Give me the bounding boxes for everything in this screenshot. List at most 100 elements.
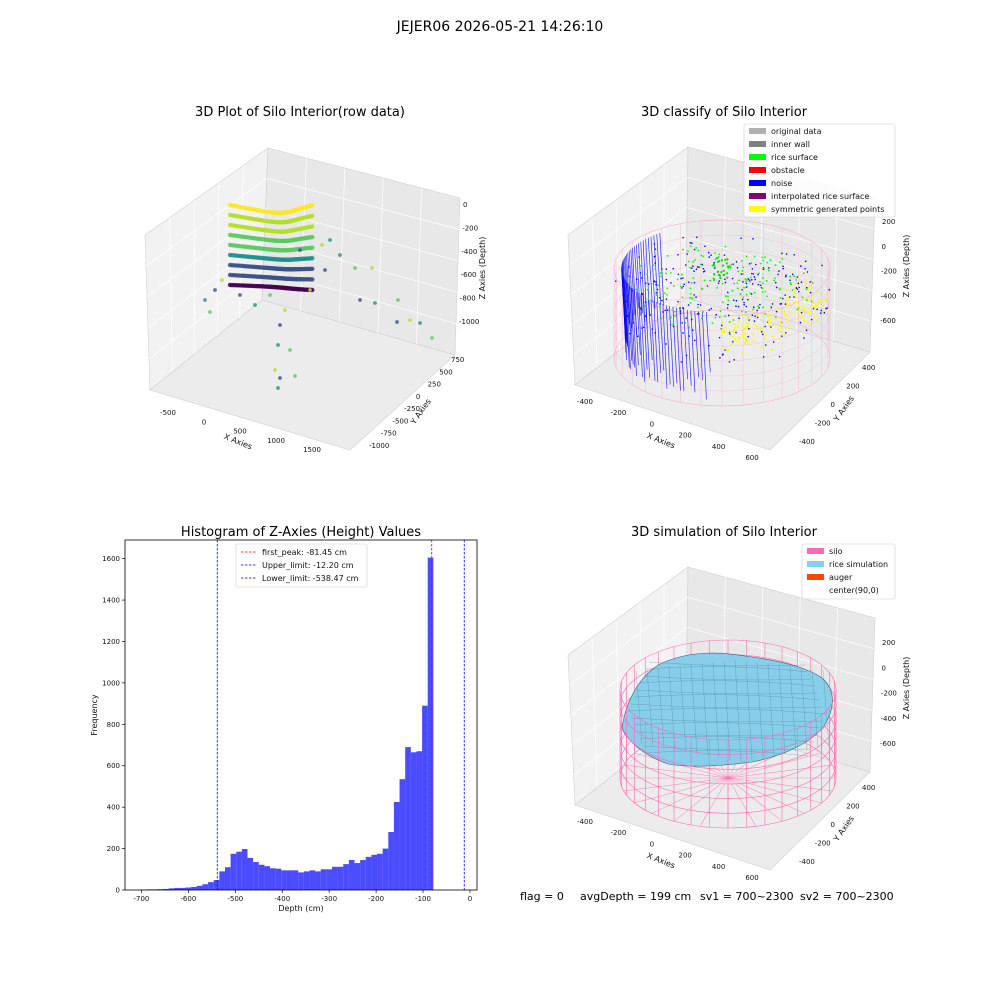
noise-point <box>702 267 705 270</box>
noise-point <box>726 307 729 309</box>
noise-point <box>683 283 685 286</box>
rice-surface-point <box>762 259 765 262</box>
simulation-legend-entries: silo rice simulation auger center(90,0) <box>807 547 888 595</box>
histogram-x-ticks: -700 -600 -500 -400 -300 -200 -100 0 <box>133 890 472 903</box>
raw-point <box>310 203 315 208</box>
rice-surface-point <box>753 291 756 294</box>
gridline <box>591 637 598 788</box>
symmetric-point <box>727 349 731 352</box>
rice-surface-point <box>749 292 752 295</box>
histogram-y-tick-label: 1600 <box>102 555 120 563</box>
rice-surface-point <box>691 297 693 300</box>
histogram-y-tick-label: 1000 <box>102 679 120 687</box>
noise-streak <box>690 310 696 393</box>
histogram-bar <box>303 871 310 890</box>
rice-surface-point <box>718 316 721 318</box>
raw-y-tick-label: 750 <box>451 356 464 364</box>
simulation-z-label: Z Axies (Depth) <box>902 657 911 720</box>
simulation-x-tick-label: 0 <box>650 840 654 848</box>
rice-surface-point <box>712 263 716 267</box>
rice-surface-point <box>716 286 719 289</box>
rice-surface-point <box>740 310 743 313</box>
gridline <box>146 208 266 298</box>
gridline <box>239 165 244 319</box>
silo-floor-spoke <box>727 777 783 822</box>
legend-swatch <box>749 206 766 212</box>
rice-surface-point <box>646 273 648 276</box>
classify-x-tick-label: 0 <box>650 420 654 428</box>
simulation-y-tick-label: -200 <box>815 840 831 848</box>
raw-point <box>276 343 280 347</box>
rice-surface-point <box>663 292 666 295</box>
symmetric-point <box>730 342 733 345</box>
histogram-y-tick-label: 0 <box>116 887 120 895</box>
silo-floor-spoke <box>727 752 822 779</box>
raw-point <box>310 256 315 261</box>
rice-mesh-line <box>811 668 819 749</box>
legend-swatch <box>749 154 766 160</box>
noise-streak <box>624 280 630 368</box>
noise-point <box>697 303 699 306</box>
symmetric-point <box>822 308 825 311</box>
rice-surface-point <box>659 272 662 274</box>
noise-point <box>681 322 683 324</box>
symmetric-point <box>772 317 776 321</box>
noise-point <box>641 293 644 296</box>
histogram-bar <box>286 870 293 890</box>
rice-surface-point <box>779 297 782 299</box>
symmetric-point <box>794 283 798 286</box>
noise-streak <box>638 243 643 314</box>
rice-mesh-line <box>642 745 812 751</box>
symmetric-point <box>755 325 758 328</box>
noise-point <box>800 281 803 284</box>
noise-streak <box>694 310 700 378</box>
legend-swatch <box>749 193 766 199</box>
noise-streak <box>628 250 634 324</box>
noise-point <box>695 268 698 271</box>
noise-point <box>672 267 675 270</box>
raw-point <box>396 298 400 302</box>
rice-surface-point <box>781 258 784 260</box>
rice-surface-point <box>697 306 699 309</box>
noise-point <box>632 322 635 324</box>
noise-point <box>638 256 640 258</box>
rice-surface-point <box>795 278 798 281</box>
noise-point <box>629 332 631 335</box>
legend-swatch <box>749 167 766 173</box>
simulation-x-tick-label: -200 <box>610 829 626 837</box>
rice-mesh-line <box>646 669 654 747</box>
histogram-bar <box>399 779 406 890</box>
noise-point <box>672 325 675 328</box>
symmetric-point <box>785 314 788 318</box>
noise-point <box>804 260 807 263</box>
noise-point <box>654 248 657 250</box>
rice-surface-point <box>748 280 751 283</box>
noise-point <box>759 284 762 287</box>
noise-streak <box>642 240 648 329</box>
raw-z-tick-label: -400 <box>461 248 477 256</box>
noise-point <box>639 307 642 309</box>
legend-label: silo <box>829 547 843 556</box>
raw-point <box>328 238 332 242</box>
noise-point <box>724 278 726 280</box>
noise-point <box>665 298 668 300</box>
classify-x-tick-label: 400 <box>712 443 725 451</box>
raw-point <box>395 320 399 324</box>
noise-point <box>800 265 802 267</box>
noise-point <box>757 273 759 276</box>
rice-surface-point <box>689 266 692 269</box>
rice-surface-point <box>668 317 671 320</box>
classify-points <box>615 232 831 400</box>
noise-point <box>693 339 696 342</box>
rice-surface-point <box>726 258 729 261</box>
noise-point <box>670 282 672 284</box>
noise-point <box>706 285 709 287</box>
noise-point <box>785 253 788 255</box>
noise-point <box>735 305 737 307</box>
noise-point <box>713 261 715 264</box>
noise-point <box>692 265 694 267</box>
noise-point <box>708 344 710 347</box>
rice-mesh-line <box>789 665 797 753</box>
raw-point <box>408 318 412 322</box>
raw-z-tick-label: -200 <box>462 224 478 232</box>
